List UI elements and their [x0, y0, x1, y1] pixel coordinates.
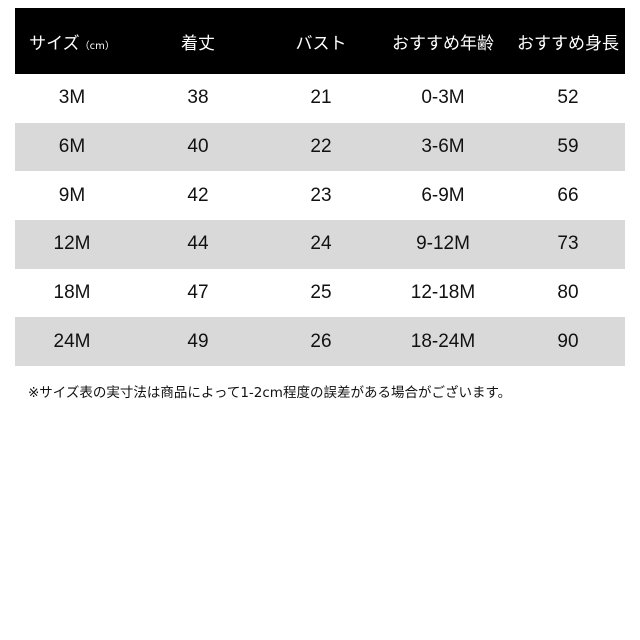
cell-height: 66 [557, 184, 579, 206]
cell-length: 42 [187, 184, 209, 206]
table-row: 6M 40 22 3-6M 59 [15, 122, 625, 172]
table-row: 9M 42 23 6-9M 66 [15, 171, 625, 220]
cell-size: 18M [53, 282, 91, 304]
cell-height: 52 [557, 87, 579, 109]
header-length: 着丈 [181, 33, 215, 54]
table-row: 24M 49 26 18-24M 90 [15, 317, 625, 367]
cell-size: 3M [58, 87, 86, 109]
header-size: サイズ（cm） [15, 29, 129, 54]
cell-age: 0-3M [421, 87, 465, 109]
header-bust: バスト [295, 33, 347, 54]
size-chart-table: サイズ（cm） 着丈 バスト おすすめ年齢 おすすめ身長 3M 38 21 0-3M 5… [15, 8, 625, 367]
cell-size: 24M [53, 330, 91, 352]
cell-length: 47 [187, 282, 209, 304]
header-height: おすすめ身長 [517, 33, 619, 54]
cell-bust: 26 [310, 330, 332, 352]
table-header: サイズ（cm） 着丈 バスト おすすめ年齢 おすすめ身長 [15, 8, 625, 74]
cell-length: 49 [187, 330, 209, 352]
cell-age: 6-9M [421, 184, 465, 206]
header-size-label: サイズ [29, 33, 80, 54]
cell-height: 73 [557, 233, 579, 255]
cell-bust: 23 [310, 184, 332, 206]
cell-length: 44 [187, 233, 209, 255]
cell-bust: 21 [310, 87, 332, 109]
cell-height: 80 [557, 282, 579, 304]
table-row: 12M 44 24 9-12M 73 [15, 220, 625, 269]
header-size-unit: （cm） [79, 40, 115, 52]
cell-length: 40 [187, 136, 209, 158]
table-row: 3M 38 21 0-3M 52 [15, 74, 625, 123]
cell-size: 6M [58, 136, 86, 158]
cell-bust: 24 [310, 233, 332, 255]
size-note: ※サイズ表の実寸法は商品によって1-2cm程度の誤差がある場合がございます。 [28, 385, 512, 401]
header-age: おすすめ年齢 [392, 33, 494, 54]
cell-height: 59 [557, 136, 579, 158]
cell-age: 18-24M [410, 330, 476, 352]
cell-age: 9-12M [416, 233, 470, 255]
cell-size: 9M [58, 184, 86, 206]
cell-age: 12-18M [410, 282, 476, 304]
table-row: 18M 47 25 12-18M 80 [15, 269, 625, 318]
cell-length: 38 [187, 87, 209, 109]
cell-height: 90 [557, 330, 579, 352]
cell-bust: 25 [310, 282, 332, 304]
cell-age: 3-6M [421, 136, 465, 158]
cell-bust: 22 [310, 136, 332, 158]
cell-size: 12M [53, 233, 91, 255]
